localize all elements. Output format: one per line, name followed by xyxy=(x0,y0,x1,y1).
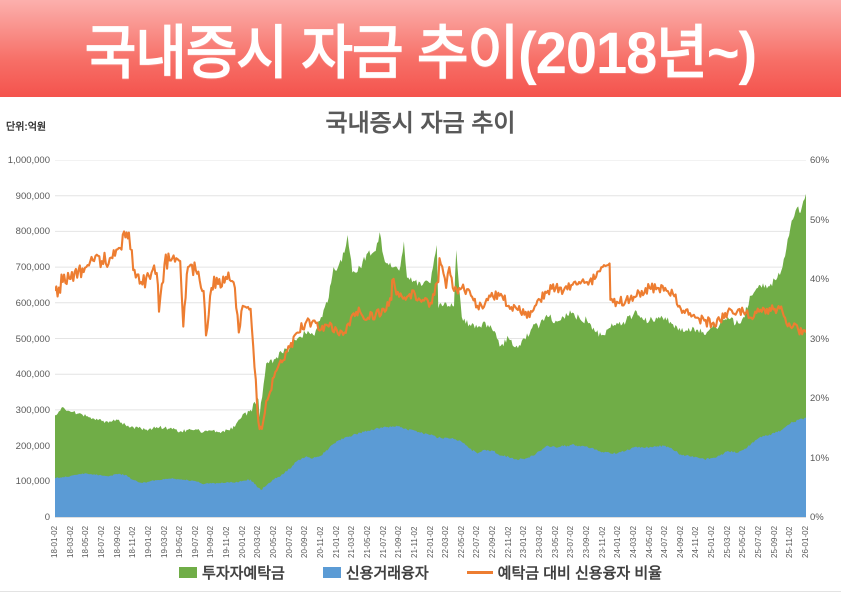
x-axis-tick-label: 21-11-02 xyxy=(409,526,419,558)
y-left-tick-label: 200,000 xyxy=(15,440,50,452)
x-axis-tick-label: 20-07-02 xyxy=(284,525,294,558)
x-axis-tick-label: 19-11-02 xyxy=(222,526,232,558)
y-right-tick-label: 0% xyxy=(810,512,824,523)
y-right-tick-label: 30% xyxy=(810,333,830,345)
legend-item: 투자자예탁금 xyxy=(179,562,285,583)
x-axis-tick-label: 21-03-02 xyxy=(347,525,357,558)
x-axis-tick-label: 21-01-02 xyxy=(331,525,341,558)
x-axis-tick-label: 24-03-02 xyxy=(628,525,638,558)
x-axis-tick-label: 20-03-02 xyxy=(253,525,263,558)
x-axis-tick-label: 24-01-02 xyxy=(613,525,623,558)
banner-title: 국내증시 자금 추이(2018년~) xyxy=(84,19,757,86)
x-axis-tick-label: 18-07-02 xyxy=(96,525,106,558)
x-axis-tick-label: 23-03-02 xyxy=(535,525,545,558)
y-left-tick-label: 600,000 xyxy=(15,297,50,309)
x-axis-tick-label: 23-09-02 xyxy=(581,525,591,558)
x-axis-tick-label: 25-01-02 xyxy=(707,525,717,558)
x-axis-tick-label: 21-09-02 xyxy=(394,525,404,558)
legend-item: 신용거래융자 xyxy=(322,562,429,583)
x-axis-tick-label: 24-11-02 xyxy=(691,526,701,558)
x-axis-tick-label: 25-11-02 xyxy=(785,526,795,558)
x-axis-tick-label: 23-11-02 xyxy=(597,526,607,558)
banner: 국내증시 자금 추이(2018년~) xyxy=(0,0,841,97)
x-axis-tick-label: 23-01-02 xyxy=(519,525,529,558)
area-series-1 xyxy=(55,417,806,517)
x-axis-tick-label: 24-09-02 xyxy=(675,525,685,558)
x-axis-tick-label: 24-07-02 xyxy=(660,525,670,558)
legend-label: 신용거래융자 xyxy=(345,565,429,582)
x-axis-tick-label: 22-05-02 xyxy=(456,525,466,558)
y-right-tick-label: 50% xyxy=(810,214,830,226)
x-axis-tick-label: 22-07-02 xyxy=(472,525,482,558)
x-axis-tick-label: 18-05-02 xyxy=(81,525,91,558)
x-axis-tick-label: 19-01-02 xyxy=(143,525,153,558)
y-left-tick-label: 500,000 xyxy=(15,333,50,345)
y-left-tick-label: 300,000 xyxy=(15,404,50,416)
x-axis-tick-label: 25-07-02 xyxy=(754,525,764,558)
chart-title: 국내증시 자금 추이 xyxy=(325,110,516,137)
y-right-tick-label: 60% xyxy=(810,155,830,166)
x-axis-tick-label: 21-05-02 xyxy=(362,525,372,558)
x-axis-tick-label: 18-11-02 xyxy=(128,526,138,558)
legend-square-marker xyxy=(322,567,341,578)
x-axis-tick-label: 22-11-02 xyxy=(503,526,513,558)
x-axis-tick-label: 23-05-02 xyxy=(550,525,560,558)
x-axis-tick-label: 20-11-02 xyxy=(315,526,325,558)
y-left-tick-label: 900,000 xyxy=(15,190,50,202)
x-axis-tick-label: 19-05-02 xyxy=(175,525,185,558)
area-series-0 xyxy=(55,193,806,517)
y-left-tick-label: 800,000 xyxy=(15,226,50,238)
x-axis-tick-label: 20-01-02 xyxy=(237,525,247,558)
x-axis-tick-label: 18-01-02 xyxy=(50,525,59,558)
x-axis-tick-label: 19-09-02 xyxy=(206,525,216,558)
y-right-tick-label: 10% xyxy=(810,452,830,464)
x-axis-tick-label: 24-05-02 xyxy=(644,525,654,558)
y-left-tick-label: 1,000,000 xyxy=(7,155,50,166)
plot-canvas xyxy=(55,160,806,518)
x-axis-tick-label: 19-03-02 xyxy=(159,525,169,558)
unit-label: 단위:억원 xyxy=(6,122,47,133)
legend-label: 예탁금 대비 신용융자 비율 xyxy=(497,565,662,582)
x-axis-tick-label: 19-07-02 xyxy=(190,525,200,558)
x-axis-tick-label: 25-03-02 xyxy=(722,525,732,558)
bottom-divider xyxy=(0,591,841,592)
line-series-2 xyxy=(55,230,806,431)
x-axis-tick-label: 22-01-02 xyxy=(425,525,435,558)
x-axis-tick-label: 26-01-02 xyxy=(801,525,810,558)
y-right-tick-label: 40% xyxy=(810,274,830,285)
y-left-tick-label: 700,000 xyxy=(15,262,50,274)
y-right-tick-label: 20% xyxy=(810,393,830,404)
y-left-tick-label: 0 xyxy=(44,512,50,523)
x-axis-tick-label: 22-09-02 xyxy=(488,525,498,558)
x-axis-tick-label: 25-09-02 xyxy=(769,525,779,558)
x-axis-tick-label: 22-03-02 xyxy=(441,525,451,558)
x-axis-tick-label: 20-05-02 xyxy=(269,525,279,558)
x-axis-tick-label: 25-05-02 xyxy=(738,525,748,558)
y-left-tick-label: 100,000 xyxy=(15,476,50,488)
legend: 투자자예탁금 신용거래융자 예탁금 대비 신용융자 비율 xyxy=(0,562,841,583)
x-axis-tick-label: 20-09-02 xyxy=(300,525,310,558)
legend-line-marker xyxy=(466,571,493,574)
legend-label: 투자자예탁금 xyxy=(202,565,285,582)
legend-item: 예탁금 대비 신용융자 비율 xyxy=(466,562,662,583)
legend-square-marker xyxy=(179,567,198,578)
x-axis-tick-label: 18-03-02 xyxy=(65,525,75,558)
x-axis-tick-label: 23-07-02 xyxy=(566,525,576,558)
x-axis-tick-label: 18-09-02 xyxy=(112,525,122,558)
x-axis-tick-label: 21-07-02 xyxy=(378,525,388,558)
y-left-tick-label: 400,000 xyxy=(15,369,50,381)
